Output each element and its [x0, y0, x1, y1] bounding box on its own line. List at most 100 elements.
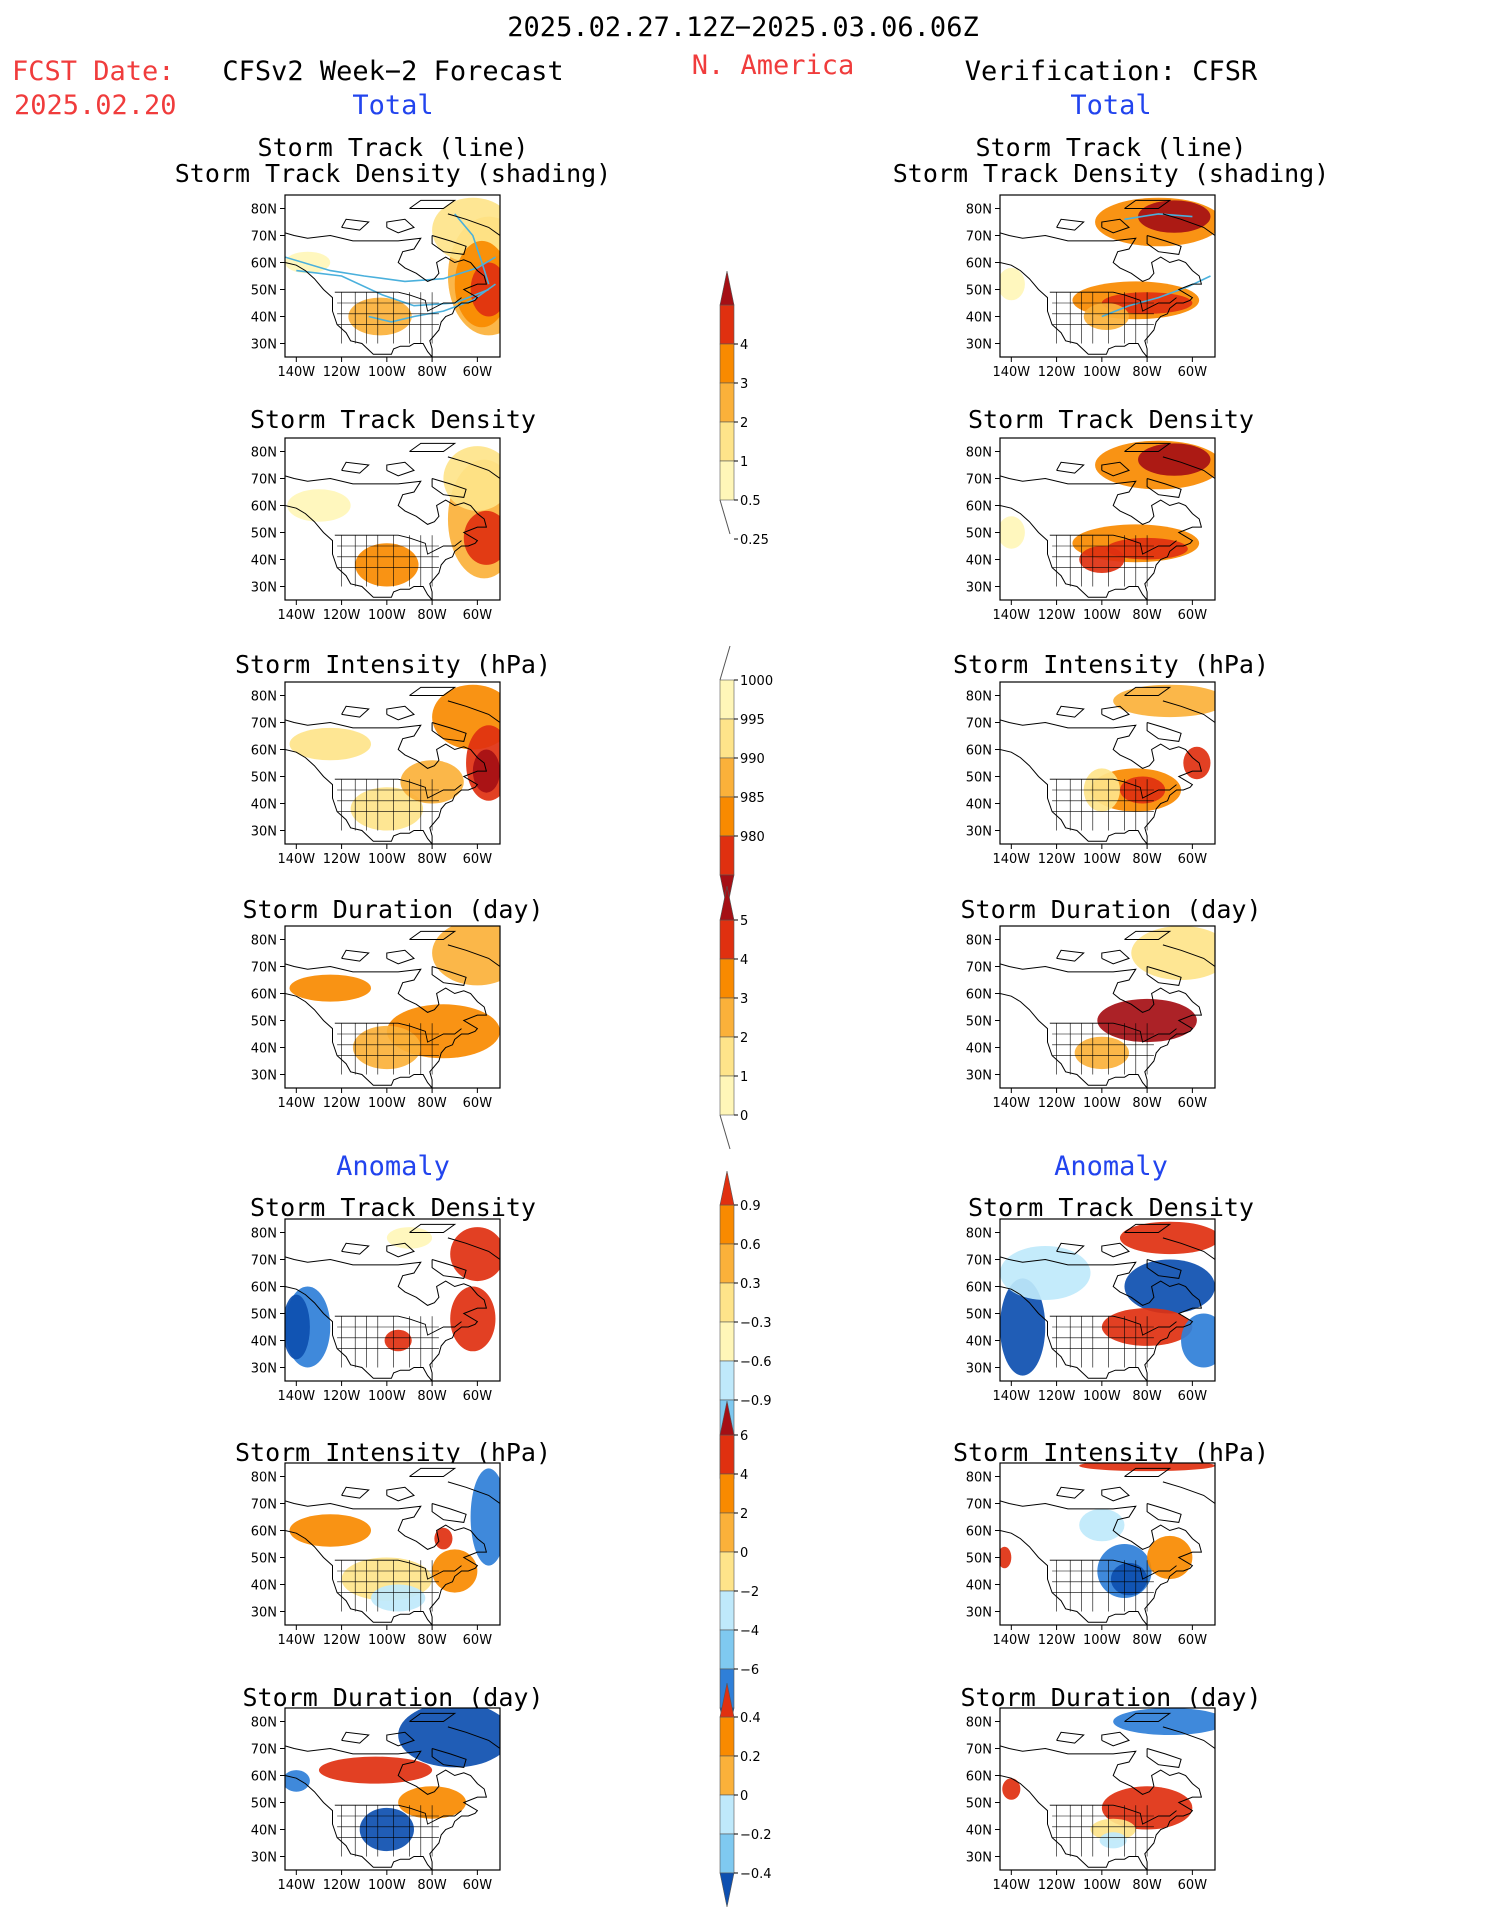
- date-range-title: 2025.02.27.12Z−2025.03.06.06Z: [507, 12, 979, 43]
- shading-region: [1002, 1778, 1021, 1800]
- panel-title-density: Storm Track Density: [968, 405, 1254, 434]
- shading-region: [1147, 1535, 1193, 1580]
- lon-tick-label: 120W: [1038, 1633, 1076, 1648]
- lon-tick-label: 80W: [1132, 1096, 1162, 1111]
- shading-region: [434, 1527, 453, 1550]
- lon-tick-label: 100W: [368, 365, 406, 380]
- coastline-greenland: [447, 456, 500, 479]
- lon-tick-label: 140W: [992, 1633, 1030, 1648]
- colorbar-label: 0: [740, 1546, 748, 1561]
- coastline: [1000, 719, 1203, 844]
- lat-tick-label: 30N: [966, 1851, 992, 1866]
- colorbar-label: 2: [740, 1507, 748, 1522]
- lat-tick-label: 40N: [251, 1335, 277, 1350]
- lat-tick-label: 50N: [251, 771, 277, 786]
- coastline: [1000, 1500, 1203, 1625]
- map-frame: [999, 194, 1216, 358]
- coastline-island: [341, 218, 370, 231]
- shading-region: [1079, 546, 1125, 573]
- region-title: N. America: [691, 50, 855, 81]
- shading-region: [285, 251, 331, 274]
- shading-region: [1138, 200, 1211, 233]
- lon-tick-label: 60W: [1178, 1096, 1208, 1111]
- left-anomaly-label: Anomaly: [336, 1151, 450, 1182]
- colorbar-label: 3: [740, 377, 748, 392]
- country-border: [334, 778, 462, 799]
- lon-tick-label: 80W: [417, 1633, 447, 1648]
- lat-tick-label: 30N: [966, 1362, 992, 1377]
- colorbar-label: 0: [740, 1789, 748, 1804]
- lon-tick-label: 140W: [992, 1878, 1030, 1893]
- lat-tick-label: 70N: [251, 717, 277, 732]
- coastline-island: [409, 686, 457, 696]
- coastline-island: [1146, 1748, 1182, 1768]
- colorbar-segment: [719, 1590, 735, 1631]
- colorbar-arrow-top: [719, 1682, 735, 1718]
- map-frame: [999, 681, 1216, 845]
- shading-region: [470, 1468, 500, 1566]
- coastline: [1000, 1745, 1203, 1870]
- lat-tick-label: 40N: [966, 1824, 992, 1839]
- colorbar-segment: [719, 1629, 735, 1670]
- panel-title-track-line: Storm Track (line): [257, 133, 529, 162]
- country-border: [334, 291, 462, 312]
- colorbar-segment: [719, 1512, 735, 1553]
- lon-tick-label: 60W: [463, 608, 493, 623]
- shading-region: [450, 1227, 500, 1282]
- lat-tick-label: 80N: [251, 934, 277, 949]
- shading-region: [1000, 1246, 1091, 1300]
- lon-tick-label: 120W: [1038, 1389, 1076, 1404]
- right-column-title: Verification: CFSR: [964, 56, 1258, 87]
- shading-region: [463, 510, 500, 565]
- colorbar-segment: [719, 421, 735, 462]
- right-total-label: Total: [1070, 90, 1152, 121]
- colorbar-arrow-bottom: [719, 1114, 731, 1150]
- lat-tick-label: 40N: [251, 554, 277, 569]
- lat-tick-label: 70N: [966, 1254, 992, 1269]
- lat-tick-label: 30N: [966, 581, 992, 596]
- colorbar-segment: [719, 1036, 735, 1077]
- coastline-greenland: [1162, 213, 1215, 236]
- colorbar-segment: [719, 1755, 735, 1796]
- coastline: [285, 475, 488, 600]
- colorbar-label: −0.2: [740, 1828, 772, 1843]
- lon-tick-label: 140W: [992, 365, 1030, 380]
- lon-tick-label: 140W: [277, 1878, 315, 1893]
- lon-tick-label: 120W: [323, 1389, 361, 1404]
- colorbar-segment: [719, 382, 735, 423]
- colorbar-label: 3: [740, 992, 748, 1007]
- coastline-island: [1146, 1503, 1182, 1523]
- map-frame: [999, 1707, 1216, 1871]
- shading-region: [443, 446, 500, 511]
- colorbar-segment: [719, 1794, 735, 1835]
- coastline-greenland: [1162, 456, 1215, 479]
- lat-tick-label: 60N: [251, 1770, 277, 1785]
- country-border: [334, 1804, 462, 1825]
- lon-tick-label: 60W: [463, 1389, 493, 1404]
- shading-region: [1000, 1546, 1012, 1569]
- coastline-island: [1146, 722, 1182, 742]
- colorbar-label: 5: [740, 914, 748, 929]
- lon-tick-label: 80W: [1132, 1878, 1162, 1893]
- coastline: [1000, 963, 1203, 1088]
- coastline-island: [386, 461, 415, 477]
- colorbar-label: −0.3: [740, 1316, 772, 1331]
- lon-tick-label: 100W: [1083, 608, 1121, 623]
- shading-region: [1079, 1463, 1215, 1472]
- lat-tick-label: 30N: [251, 338, 277, 353]
- colorbar-label: −4: [740, 1624, 759, 1639]
- lon-tick-label: 140W: [992, 608, 1030, 623]
- lat-tick-label: 50N: [251, 284, 277, 299]
- shading-region: [432, 926, 500, 986]
- coastline-island: [1146, 235, 1182, 255]
- storm-track-line: [454, 213, 490, 285]
- lon-tick-label: 120W: [1038, 1878, 1076, 1893]
- colorbar-label: 4: [740, 1468, 748, 1483]
- shading-region: [384, 1329, 412, 1352]
- panel-title-track-density-shading: Storm Track Density (shading): [174, 159, 612, 188]
- lon-tick-label: 80W: [417, 608, 447, 623]
- shading-region: [1000, 516, 1025, 549]
